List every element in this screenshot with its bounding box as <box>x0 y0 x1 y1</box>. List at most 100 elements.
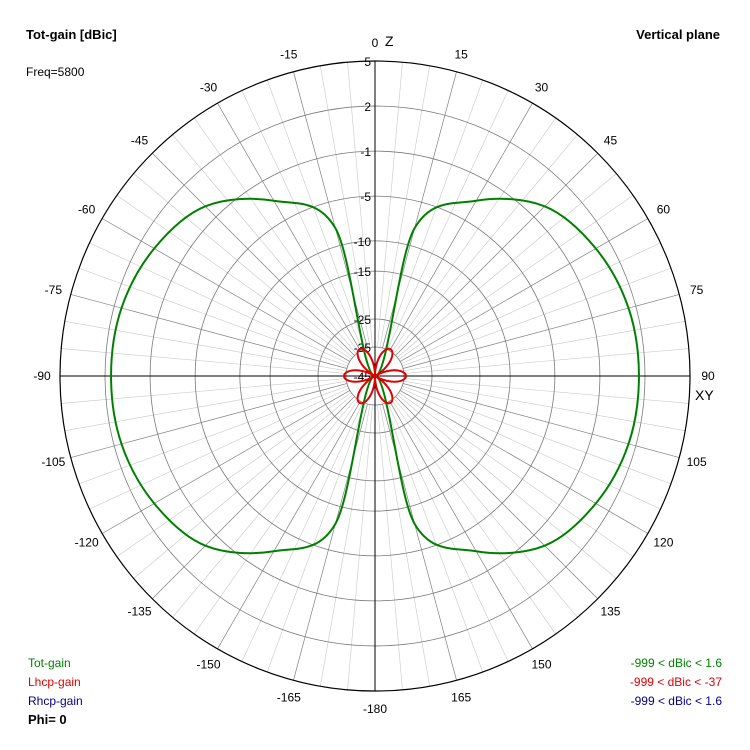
radial-tick-label: -15 <box>354 265 372 279</box>
angle-tick-label: -60 <box>78 203 96 217</box>
range-lhcp: -999 < dBic < -37 <box>629 675 722 689</box>
angle-tick-label: -15 <box>280 47 298 61</box>
minor-spoke <box>64 380 347 431</box>
minor-spoke <box>379 404 430 687</box>
major-spoke <box>399 218 648 362</box>
radial-tick-label: -5 <box>360 190 371 204</box>
minor-spoke <box>403 348 689 374</box>
minor-spoke <box>89 387 349 510</box>
minor-spoke <box>377 62 403 348</box>
major-spoke <box>382 403 457 681</box>
major-spoke <box>293 403 368 681</box>
major-spoke <box>402 294 680 369</box>
range-rhcp: -999 < dBic < 1.6 <box>630 694 722 708</box>
angle-tick-label: 15 <box>455 47 469 61</box>
lhcp-series <box>343 347 407 405</box>
minor-spoke <box>401 242 661 365</box>
range-totgain: -999 < dBic < 1.6 <box>630 656 722 670</box>
minor-spoke <box>397 394 617 579</box>
major-spoke <box>395 396 598 599</box>
minor-spoke <box>266 79 366 349</box>
minor-spoke <box>403 321 686 372</box>
radial-tick-label: -10 <box>354 235 372 249</box>
minor-spoke <box>401 387 661 510</box>
minor-spoke <box>391 117 556 353</box>
minor-spoke <box>403 378 689 404</box>
minor-spoke <box>398 195 634 360</box>
angle-tick-label: -45 <box>131 134 149 148</box>
angle-tick-label: -105 <box>41 455 65 469</box>
angle-tick-label: 150 <box>531 657 551 671</box>
minor-spoke <box>402 267 672 367</box>
minor-spoke <box>266 403 366 673</box>
minor-spoke <box>61 378 347 404</box>
angle-tick-label: -120 <box>75 536 99 550</box>
minor-spoke <box>403 380 686 431</box>
major-spoke <box>152 396 355 599</box>
minor-spoke <box>391 399 556 635</box>
minor-spoke <box>384 403 484 673</box>
angle-tick-label: -165 <box>277 691 301 705</box>
angle-tick-label: 45 <box>604 134 618 148</box>
major-spoke <box>217 400 361 649</box>
angle-tick-label: 135 <box>600 604 620 618</box>
angle-tick-label: -30 <box>200 81 218 95</box>
minor-spoke <box>393 398 578 618</box>
minor-spoke <box>194 117 359 353</box>
minor-spoke <box>347 62 373 348</box>
angle-tick-label: -180 <box>363 702 387 716</box>
frequency-label: Freq=5800 <box>26 65 85 79</box>
major-spoke <box>382 71 457 349</box>
minor-spoke <box>384 79 484 349</box>
angle-tick-label: 90 <box>701 369 715 383</box>
angle-tick-label: 165 <box>451 691 471 705</box>
angle-tick-label: -75 <box>45 283 63 297</box>
xy-axis-label: XY <box>695 387 714 403</box>
minor-spoke <box>386 402 509 662</box>
minor-spoke <box>64 321 347 372</box>
major-spoke <box>70 383 348 458</box>
major-spoke <box>402 383 680 458</box>
minor-spoke <box>241 402 364 662</box>
radial-tick-label: -1 <box>360 145 371 159</box>
angle-tick-label: 75 <box>690 283 704 297</box>
minor-spoke <box>320 65 371 348</box>
angle-tick-label: 105 <box>687 455 707 469</box>
minor-spoke <box>402 385 672 485</box>
angle-tick-label: -90 <box>33 369 51 383</box>
minor-spoke <box>398 392 634 557</box>
angle-tick-label: 30 <box>535 81 549 95</box>
legend-rhcp: Rhcp-gain <box>28 694 83 708</box>
legend-totgain: Tot-gain <box>28 656 71 670</box>
radial-tick-label: 5 <box>364 55 371 69</box>
minor-spoke <box>377 404 403 690</box>
minor-spoke <box>320 404 371 687</box>
minor-spoke <box>172 134 357 354</box>
minor-spoke <box>397 173 617 358</box>
angle-tick-label: 60 <box>657 203 671 217</box>
minor-spoke <box>347 404 373 690</box>
major-spoke <box>395 153 598 356</box>
major-spoke <box>399 390 648 534</box>
minor-spoke <box>241 90 364 350</box>
phi-label: Phi= 0 <box>28 712 67 727</box>
legend-lhcp: Lhcp-gain <box>28 675 81 689</box>
major-spoke <box>389 400 533 649</box>
minor-spoke <box>386 90 509 350</box>
minor-spoke <box>116 392 352 557</box>
major-spoke <box>102 218 351 362</box>
plane-label: Vertical plane <box>636 27 720 42</box>
major-spoke <box>70 294 348 369</box>
z-axis-label: Z <box>385 33 394 49</box>
minor-spoke <box>194 399 359 635</box>
minor-spoke <box>78 267 348 367</box>
minor-spoke <box>61 348 347 374</box>
major-spoke <box>389 103 533 352</box>
minor-spoke <box>116 195 352 360</box>
major-spoke <box>102 390 351 534</box>
angle-tick-label: -150 <box>196 657 220 671</box>
major-spoke <box>152 153 355 356</box>
minor-spoke <box>393 134 578 354</box>
minor-spoke <box>89 242 349 365</box>
